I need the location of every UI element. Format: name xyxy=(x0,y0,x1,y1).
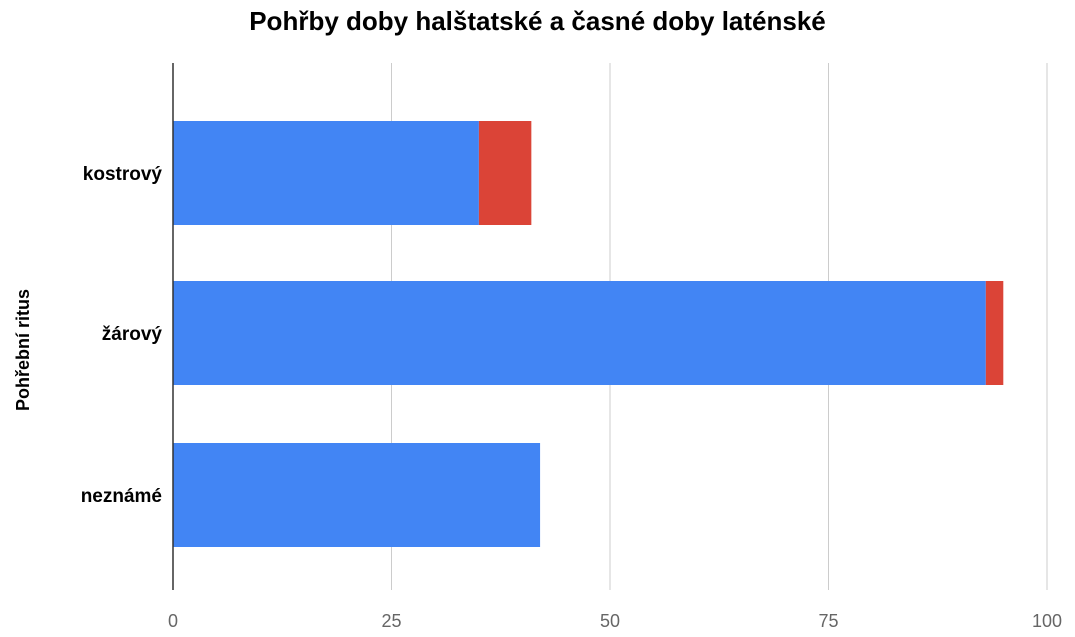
x-tick-label: 0 xyxy=(168,611,178,631)
bar-0-series-1 xyxy=(478,121,532,225)
y-axis-title: Pohřební ritus xyxy=(13,289,33,411)
bar-1-series-1 xyxy=(985,281,1004,385)
category-label: neznámé xyxy=(81,486,162,507)
x-tick-label: 100 xyxy=(1032,611,1062,631)
bar-2-series-0 xyxy=(173,443,541,547)
bar-1-series-0 xyxy=(173,281,986,385)
bar-0-series-0 xyxy=(173,121,479,225)
x-tick-label: 25 xyxy=(381,611,401,631)
category-label: žárový xyxy=(102,324,163,345)
x-tick-label: 50 xyxy=(600,611,620,631)
category-label: kostrový xyxy=(83,164,163,185)
x-tick-label: 75 xyxy=(818,611,838,631)
chart-title: Pohřby doby halštatské a časné doby laté… xyxy=(249,6,826,36)
